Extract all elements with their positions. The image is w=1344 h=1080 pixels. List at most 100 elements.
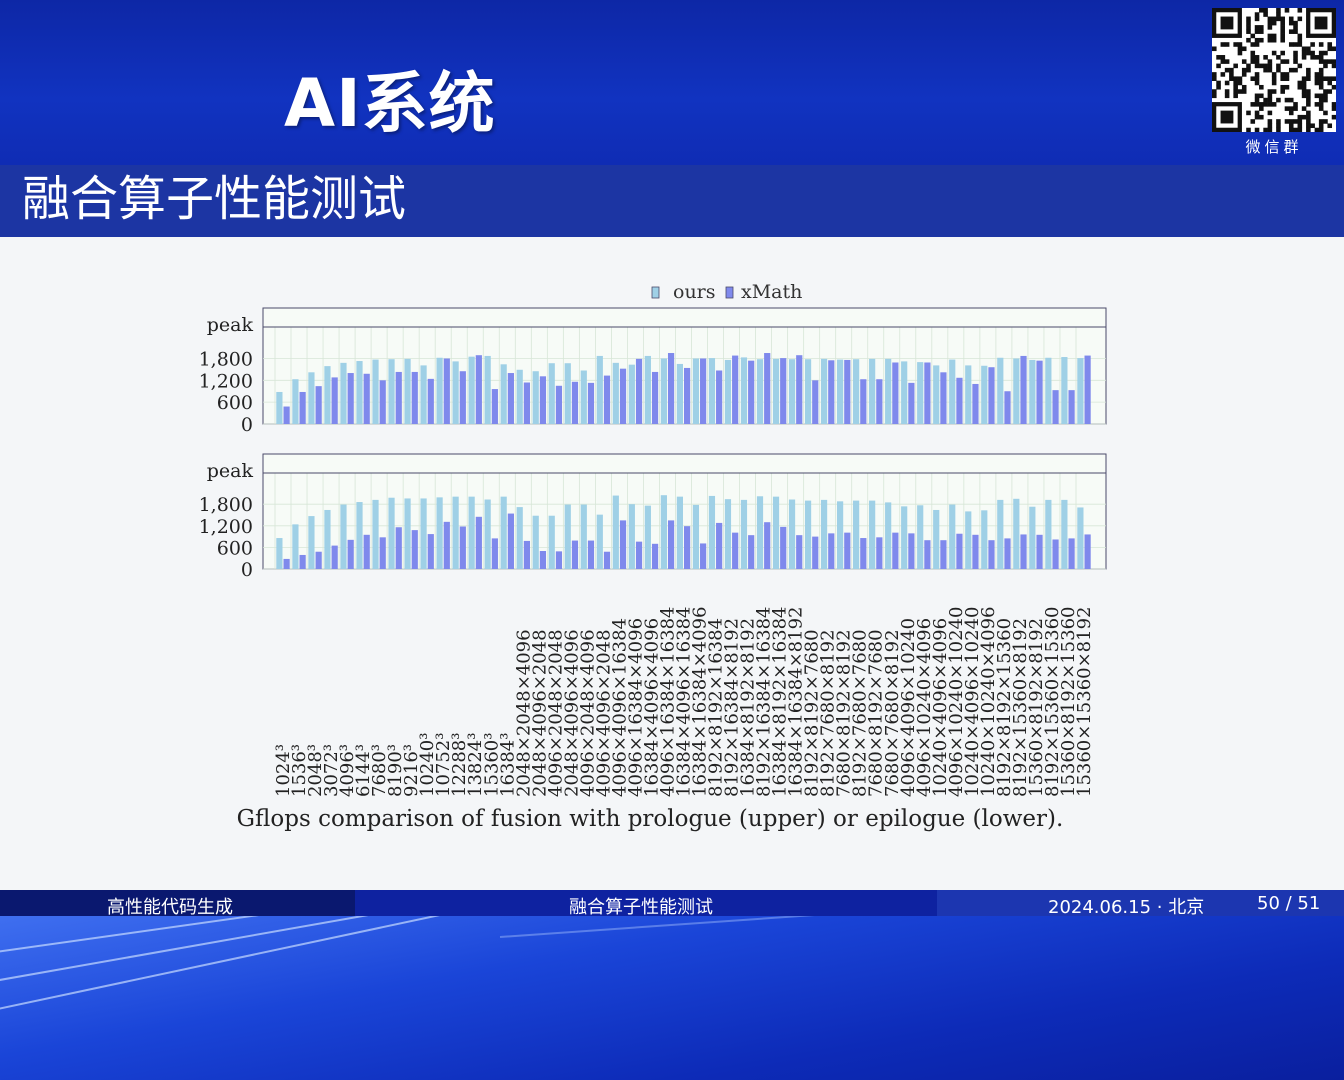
x-tick-label: 1536³ [289, 744, 310, 797]
y-axis-label: peak [207, 314, 254, 336]
qr-module [1246, 16, 1251, 22]
bar-xmath-upper [1068, 390, 1075, 424]
qr-module [1318, 59, 1324, 64]
bar-xmath-lower [1068, 538, 1075, 569]
bar-xmath-lower [331, 545, 338, 569]
qr-module [1306, 76, 1311, 81]
qr-module [1267, 89, 1273, 94]
qr-module [1306, 119, 1311, 124]
qr-module [1297, 37, 1303, 43]
qr-module [1284, 59, 1290, 64]
bar-xmath-upper [475, 355, 482, 424]
footer-center-segment: 融合算子性能测试 [355, 890, 937, 918]
qr-module [1220, 110, 1234, 124]
bar-xmath-upper [635, 358, 643, 424]
y-tick-label: 600 [217, 537, 253, 559]
x-tick-label: 16384³ [497, 733, 518, 797]
bar-ours-lower [933, 509, 940, 569]
qr-module [1288, 42, 1294, 47]
bar-xmath-upper [363, 373, 370, 424]
qr-module [1297, 8, 1303, 13]
x-tick-label: 4096×4096×16384 [609, 618, 630, 797]
bar-xmath-upper [924, 362, 931, 424]
x-tick-label: 4096×4096×10240 [898, 618, 919, 797]
bar-xmath-upper [411, 371, 418, 424]
qr-module [1254, 55, 1260, 60]
qr-module [1280, 33, 1285, 39]
bar-xmath-upper [395, 371, 402, 424]
bar-xmath-upper [956, 377, 963, 424]
qr-module [1259, 102, 1264, 107]
bar-xmath-upper [940, 372, 947, 424]
x-tick-label: 4096×16384×16384 [657, 607, 678, 798]
bar-xmath-lower [1020, 534, 1027, 569]
bar-xmath-lower [1084, 534, 1091, 569]
bar-xmath-upper [1036, 360, 1043, 424]
bar-ours-upper [1045, 357, 1052, 424]
bar-xmath-lower [1004, 538, 1011, 569]
qr-module [1323, 50, 1328, 56]
bar-ours-lower [917, 505, 924, 569]
bar-xmath-lower [459, 526, 466, 569]
qr-module [1237, 50, 1243, 56]
bar-xmath-lower [764, 522, 771, 569]
qr-module [1224, 89, 1230, 94]
footer-date-place: 2024.06.15 · 北京 [1048, 897, 1205, 918]
qr-module [1267, 102, 1273, 107]
bar-xmath-upper [459, 371, 466, 424]
qr-module [1246, 20, 1251, 26]
bar-xmath-lower [427, 534, 434, 569]
qr-module [1297, 123, 1303, 129]
bar-ours-upper [724, 359, 732, 424]
bar-ours-upper [324, 366, 331, 424]
qr-module [1233, 89, 1238, 94]
qr-module [1323, 93, 1328, 99]
bar-ours-lower [804, 500, 812, 569]
qr-module [1254, 16, 1260, 22]
qr-module [1241, 72, 1247, 77]
x-tick-label: 8192×16384×16384 [754, 607, 775, 798]
y-tick-label: 0 [241, 414, 253, 436]
qr-module [1331, 106, 1337, 111]
bar-xmath-upper [700, 358, 707, 424]
qr-module [1318, 127, 1324, 133]
bar-ours-lower [356, 502, 363, 569]
bar-ours-upper [917, 362, 924, 424]
qr-module [1288, 119, 1294, 124]
bar-ours-upper [580, 370, 587, 424]
qr-module [1259, 8, 1264, 13]
bar-ours-lower [308, 516, 315, 569]
bar-ours-upper [404, 358, 411, 424]
qr-module [1280, 37, 1285, 43]
slide-title-bar [0, 165, 1344, 237]
qr-module [1306, 114, 1311, 120]
x-tick-label: 6144³ [353, 744, 374, 797]
bar-xmath-upper [667, 353, 675, 424]
qr-module [1263, 67, 1268, 73]
qr-module [1314, 16, 1328, 30]
light-streak [499, 916, 1344, 938]
qr-module [1250, 119, 1256, 124]
bar-ours-upper [788, 359, 796, 424]
bar-ours-upper [516, 369, 523, 424]
bar-ours-upper [532, 371, 539, 424]
x-tick-label: 16384×8192×8192 [738, 618, 759, 797]
qr-module [1331, 46, 1337, 52]
qr-pattern [1212, 8, 1337, 133]
qr-module [1224, 93, 1230, 99]
bar-xmath-upper [283, 406, 290, 424]
bar-ours-upper [308, 372, 315, 424]
bar-ours-lower [869, 500, 876, 569]
qr-module [1331, 76, 1337, 81]
qr-module [1233, 76, 1238, 81]
footer-slide-title: 融合算子性能测试 [569, 897, 713, 918]
qr-module [1267, 37, 1273, 43]
x-tick-label: 4096×4096×2048 [593, 629, 614, 797]
qr-module [1233, 84, 1238, 90]
qr-module [1237, 80, 1243, 86]
bar-xmath-upper [876, 379, 883, 424]
qr-module [1263, 63, 1268, 69]
bar-xmath-lower [876, 537, 883, 569]
bar-xmath-upper [379, 380, 386, 424]
qr-module [1250, 102, 1256, 107]
